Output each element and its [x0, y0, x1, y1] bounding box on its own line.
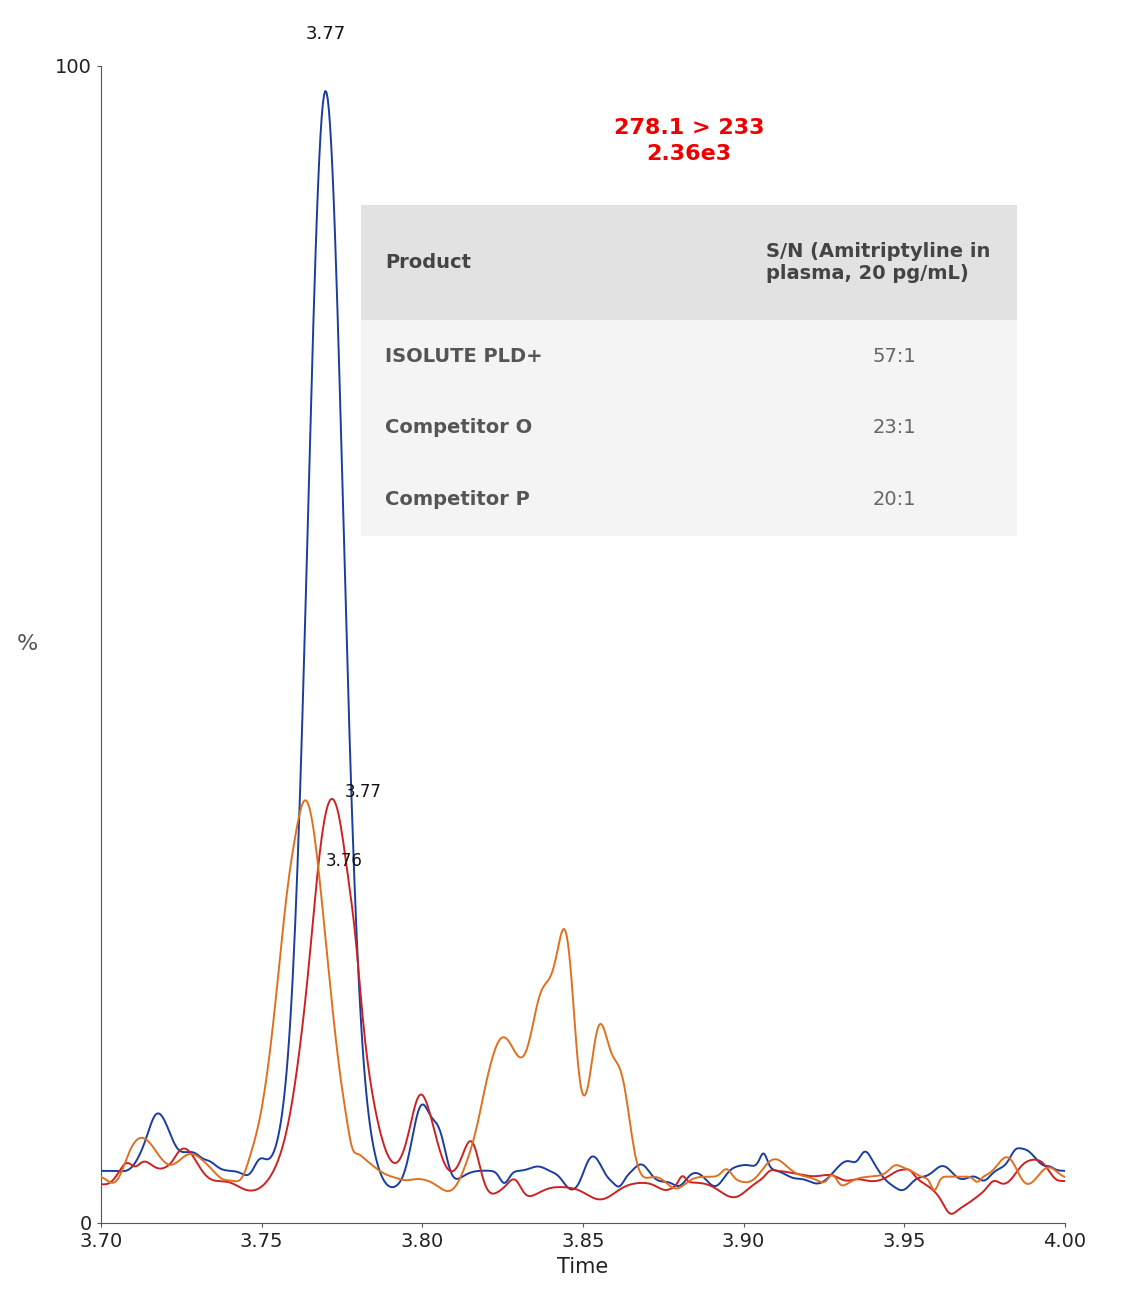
Text: Product: Product [386, 252, 471, 272]
X-axis label: Time: Time [557, 1257, 609, 1277]
Text: 57:1: 57:1 [872, 347, 916, 366]
Y-axis label: %: % [17, 634, 38, 655]
FancyBboxPatch shape [361, 464, 1017, 535]
Text: 20:1: 20:1 [872, 490, 916, 509]
FancyBboxPatch shape [361, 205, 1017, 321]
Text: ISOLUTE PLD+: ISOLUTE PLD+ [386, 347, 543, 366]
Text: 3.77: 3.77 [306, 25, 346, 42]
Text: S/N (Amitriptyline in
plasma, 20 pg/mL): S/N (Amitriptyline in plasma, 20 pg/mL) [766, 242, 991, 283]
Text: 3.77: 3.77 [345, 782, 382, 801]
Text: 3.76: 3.76 [326, 852, 363, 871]
Text: 23:1: 23:1 [872, 418, 916, 438]
Text: Competitor P: Competitor P [386, 490, 530, 509]
Text: Competitor O: Competitor O [386, 418, 532, 438]
FancyBboxPatch shape [361, 321, 1017, 392]
FancyBboxPatch shape [361, 392, 1017, 464]
Text: 278.1 > 233
2.36e3: 278.1 > 233 2.36e3 [613, 118, 765, 164]
